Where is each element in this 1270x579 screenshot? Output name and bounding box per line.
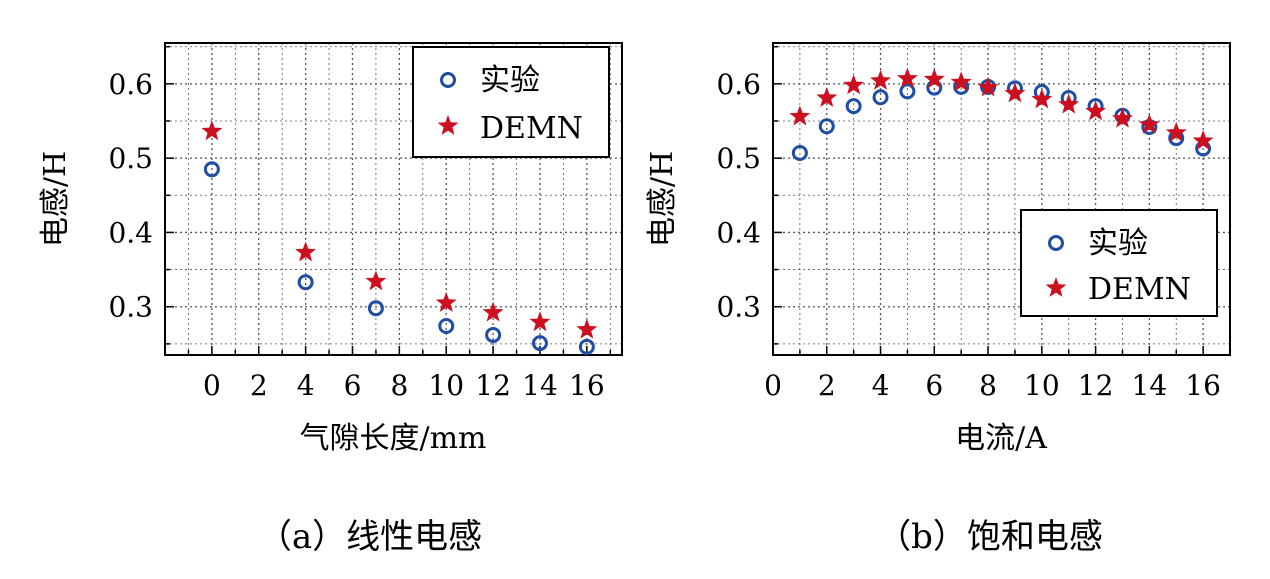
x-tick-label: 2 [250,369,268,402]
panel-a-legend-label-experiment: 实验 [480,63,540,98]
data-point-experiment [297,274,314,291]
panel-a-ylabel: 电感/H [38,151,73,247]
data-point-demn [870,69,891,90]
panel-a-frame [164,42,623,356]
data-point-demn [1031,88,1053,109]
data-point-experiment [578,338,595,355]
panel-a-xtick-labels: 0 2 4 6 8 10 12 14 16 [203,369,605,402]
data-point-demn [977,76,999,97]
y-tick-label: 0.5 [108,142,153,175]
panel-b-caption: （b）饱和电感 [877,517,1103,557]
data-point-experiment [531,335,548,352]
y-tick-label: 0.5 [716,142,761,175]
data-point-experiment [899,83,916,100]
data-point-demn [365,270,387,291]
panel-a-ticks [164,45,612,355]
panel-b-frame [772,42,1231,356]
legend-star-marker [1045,277,1067,297]
x-tick-label: 12 [1078,369,1114,402]
panel-b-series-demn [789,67,1214,150]
x-tick-label: 0 [764,369,782,402]
panel-b-legend-marker-experiment [1048,235,1064,251]
x-tick-label: 4 [872,369,890,402]
y-tick-label: 0.4 [716,216,761,249]
x-tick-label: 12 [475,369,511,402]
legend-circle-marker [440,72,456,88]
panel-a-xlabel: 气隙长度/mm [299,421,486,456]
data-point-demn [1138,113,1160,134]
data-point-demn [843,74,865,95]
y-tick-label: 0.3 [108,291,153,324]
panel-a-series-experiment [203,161,595,355]
data-point-experiment [367,300,384,317]
panel-b: 0 2 4 6 8 10 12 14 16 0.30.40.50.6 实验 DEMN 电流/A … [645,42,1231,557]
x-tick-label: 16 [569,369,605,402]
data-point-experiment [845,98,862,115]
panel-a-legend-box [412,46,610,158]
panel-b-xtick-labels: 0 2 4 6 8 10 12 14 16 [764,369,1221,402]
data-point-demn [950,71,972,92]
y-tick-label: 0.6 [716,68,761,101]
x-tick-label: 4 [297,369,315,402]
x-tick-label: 8 [390,369,408,402]
panel-b-legend-marker-demn [1045,277,1067,297]
panel-b-xlabel: 电流/A [955,421,1047,456]
panel-a-caption: （a）线性电感 [258,517,482,557]
data-point-demn [482,301,504,322]
panel-b-ticks [772,45,1231,355]
x-tick-label: 6 [344,369,362,402]
panel-a-legend-marker-demn [437,115,459,135]
panel-a-ytick-labels: 0.3 0.4 0.5 0.6 [108,68,153,324]
data-point-experiment [872,89,889,106]
data-point-demn [295,241,317,262]
data-point-demn [1085,100,1107,121]
data-point-experiment [203,161,220,178]
data-point-demn [576,318,598,339]
data-point-demn [896,67,918,88]
x-tick-label: 6 [925,369,943,402]
data-point-demn [923,68,945,89]
x-tick-label: 0 [203,369,221,402]
data-point-experiment [438,318,455,335]
panel-a-legend-marker-experiment [440,72,456,88]
panel-a-legend: 实验 DEMN [412,46,610,158]
panel-a: 0 2 4 6 8 10 12 14 16 0.3 0.4 0.5 0.6 实验 DEMN 气隙长度/… [38,42,623,557]
x-tick-label: 8 [979,369,997,402]
x-tick-label: 10 [428,369,464,402]
data-point-demn [1112,107,1133,128]
y-tick-label: 0.6 [108,68,153,101]
data-point-demn [1004,82,1026,103]
data-point-demn [435,292,457,312]
legend-star-marker [437,115,459,135]
panel-a-series-demn [201,120,598,339]
data-point-demn [1192,130,1214,150]
data-point-experiment [485,326,502,343]
panel-b-legend-label-demn: DEMN [1088,272,1191,307]
y-tick-label: 0.3 [716,291,761,324]
panel-b-legend-box [1020,209,1218,317]
x-tick-label: 16 [1185,369,1221,402]
legend-circle-marker [1048,235,1064,251]
data-point-demn [789,105,811,126]
data-point-experiment [818,118,835,135]
x-tick-label: 14 [522,369,558,402]
data-point-demn [1058,93,1080,114]
data-point-demn [201,120,223,141]
data-point-demn [816,86,838,107]
data-point-experiment [791,144,808,161]
panel-a-legend-label-demn: DEMN [480,111,583,146]
x-tick-label: 2 [818,369,836,402]
x-tick-label: 14 [1132,369,1168,402]
panel-b-ylabel: 电感/H [645,151,680,247]
data-point-demn [1165,121,1187,142]
panel-b-ytick-labels: 0.3 0.4 0.5 0.6 [716,68,761,324]
panel-b-legend-label-experiment: 实验 [1088,226,1148,261]
panel-b-legend: 实验 DEMN [1020,209,1218,317]
y-tick-label: 0.4 [108,216,153,249]
data-point-demn [529,311,551,332]
x-tick-label: 10 [1024,369,1060,402]
